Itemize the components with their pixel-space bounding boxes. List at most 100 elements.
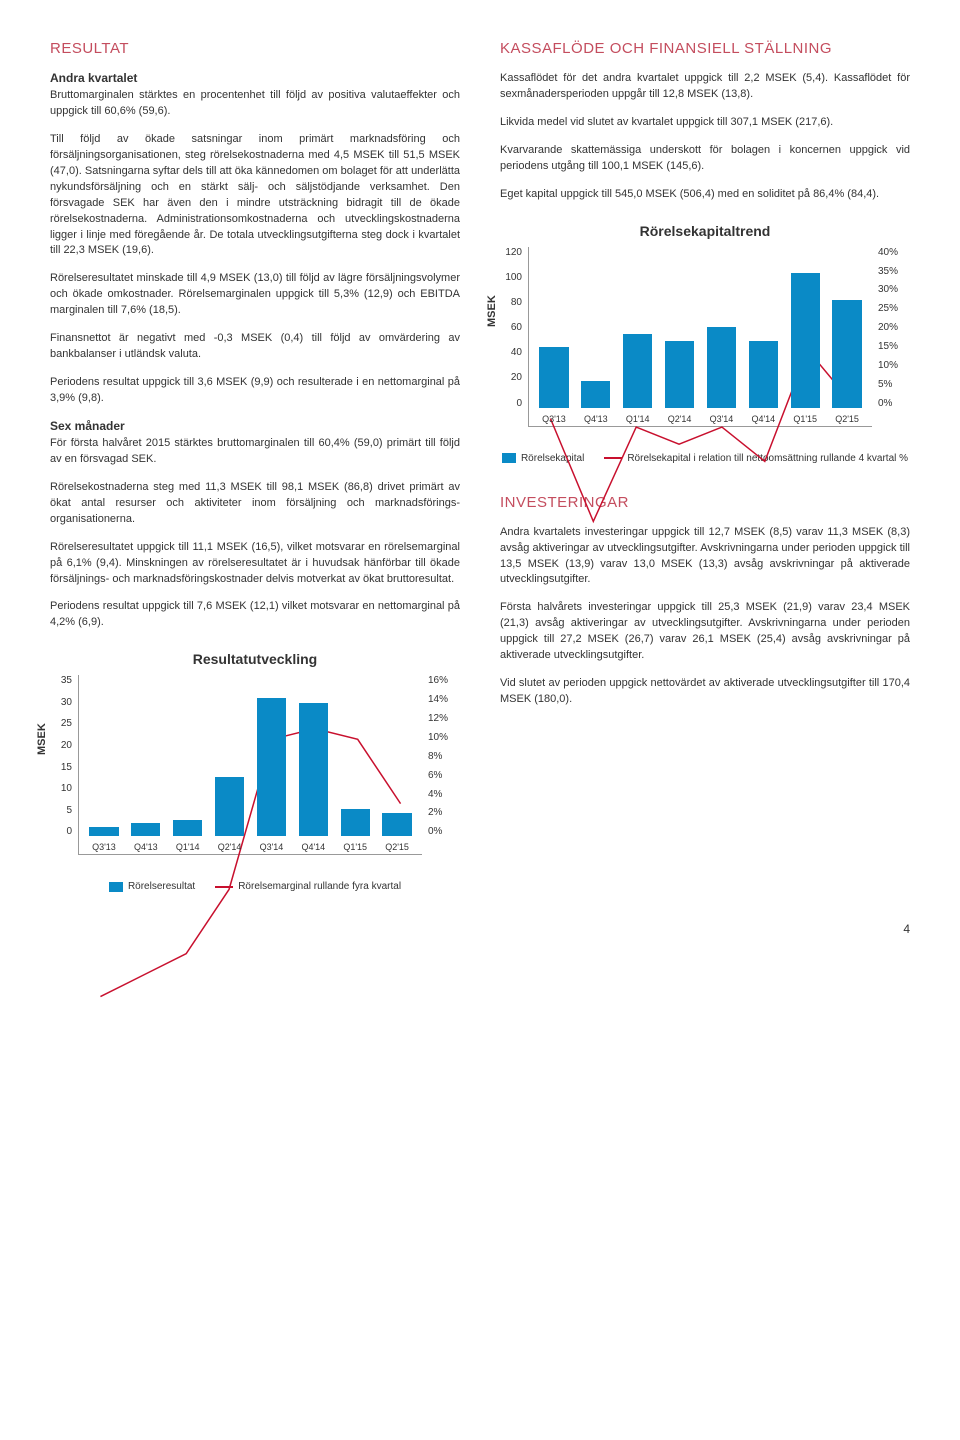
sex-manader-subhead: Sex månader	[50, 419, 460, 433]
para-6: För första halvåret 2015 stärktes brutto…	[50, 436, 460, 468]
para-7: Rörelsekostnaderna steg med 11,3 MSEK ti…	[50, 480, 460, 528]
bar-group: Q3'14	[701, 247, 743, 408]
chart2-y-right: 40%35%30%25%20%15%10%5%0%	[872, 247, 910, 427]
x-label: Q2'15	[385, 842, 409, 852]
line-swatch-icon	[215, 886, 233, 888]
bar	[215, 777, 244, 837]
line-swatch-icon	[604, 457, 622, 459]
chart2-body: MSEK 120100806040200 Q3'13Q4'13Q1'14Q2'1…	[500, 247, 910, 427]
bar-group: Q4'13	[575, 247, 617, 408]
chart2-y-left: 120100806040200	[500, 247, 528, 427]
bar	[257, 698, 286, 836]
x-label: Q2'14	[668, 414, 692, 424]
bar	[131, 823, 160, 837]
x-label: Q1'15	[343, 842, 367, 852]
page-columns: RESULTAT Andra kvartalet Bruttomarginale…	[50, 40, 910, 892]
bar	[539, 347, 568, 407]
bar	[707, 327, 736, 408]
para-r1: Kassaflödet för det andra kvartalet uppg…	[500, 71, 910, 103]
right-column: KASSAFLÖDE OCH FINANSIELL STÄLLNING Kass…	[500, 40, 910, 892]
chart1-legend-line: Rörelsemarginal rullande fyra kvartal	[215, 881, 401, 892]
para-r3: Kvarvarande skattemässiga underskott för…	[500, 143, 910, 175]
bar-group: Q3'13	[533, 247, 575, 408]
bar	[791, 273, 820, 407]
para-4: Finansnettot är negativt med -0,3 MSEK (…	[50, 331, 460, 363]
x-label: Q2'14	[218, 842, 242, 852]
para-9: Periodens resultat uppgick till 7,6 MSEK…	[50, 599, 460, 631]
bar-group: Q1'15	[334, 675, 376, 836]
bar	[581, 381, 610, 408]
left-column: RESULTAT Andra kvartalet Bruttomarginale…	[50, 40, 460, 892]
chart2-legend1-label: Rörelsekapital	[521, 453, 584, 464]
bar-group: Q4'13	[125, 675, 167, 836]
bar-group: Q2'15	[826, 247, 868, 408]
para-5: Periodens resultat uppgick till 3,6 MSEK…	[50, 375, 460, 407]
bar-group: Q2'15	[376, 675, 418, 836]
investeringar-heading: INVESTERINGAR	[500, 494, 910, 511]
chart2-title: Rörelsekapitaltrend	[500, 223, 910, 239]
bar-group: Q4'14	[742, 247, 784, 408]
para-r2: Likvida medel vid slutet av kvartalet up…	[500, 115, 910, 131]
x-label: Q1'14	[626, 414, 650, 424]
chart2-legend: Rörelsekapital Rörelsekapital i relation…	[500, 453, 910, 464]
x-label: Q3'14	[260, 842, 284, 852]
bar	[623, 334, 652, 408]
x-label: Q3'13	[542, 414, 566, 424]
chart1-legend-bar: Rörelseresultat	[109, 881, 195, 892]
resultatutveckling-chart: Resultatutveckling MSEK 35302520151050 Q…	[50, 651, 460, 892]
x-label: Q4'13	[584, 414, 608, 424]
chart2-y-label: MSEK	[486, 295, 498, 327]
chart1-y-label: MSEK	[36, 724, 48, 756]
bar	[341, 809, 370, 837]
para-r6: Första halvårets investeringar uppgick t…	[500, 600, 910, 664]
bar	[382, 813, 411, 836]
resultat-heading: RESULTAT	[50, 40, 460, 57]
chart1-title: Resultatutveckling	[50, 651, 460, 667]
bar-group: Q1'14	[617, 247, 659, 408]
para-3: Rörelseresultatet minskade till 4,9 MSEK…	[50, 271, 460, 319]
bar-group: Q4'14	[292, 675, 334, 836]
bar-group: Q1'15	[784, 247, 826, 408]
bar-group: Q2'14	[209, 675, 251, 836]
bar-swatch-icon	[502, 453, 516, 463]
chart1-y-right: 16%14%12%10%8%6%4%2%0%	[422, 675, 460, 855]
x-label: Q1'14	[176, 842, 200, 852]
bar	[749, 341, 778, 408]
x-label: Q3'13	[92, 842, 116, 852]
x-label: Q2'15	[835, 414, 859, 424]
chart1-body: MSEK 35302520151050 Q3'13Q4'13Q1'14Q2'14…	[50, 675, 460, 855]
para-r4: Eget kapital uppgick till 545,0 MSEK (50…	[500, 187, 910, 203]
x-label: Q4'14	[751, 414, 775, 424]
chart1-plot: Q3'13Q4'13Q1'14Q2'14Q3'14Q4'14Q1'15Q2'15	[78, 675, 422, 855]
kassaflode-heading: KASSAFLÖDE OCH FINANSIELL STÄLLNING	[500, 40, 910, 57]
page-number: 4	[50, 922, 910, 936]
para-2: Till följd av ökade satsningar inom prim…	[50, 132, 460, 260]
bar-group: Q3'14	[251, 675, 293, 836]
chart1-y-left: 35302520151050	[50, 675, 78, 855]
bar	[89, 827, 118, 836]
bar-group: Q1'14	[167, 675, 209, 836]
bar-group: Q2'14	[659, 247, 701, 408]
x-label: Q4'13	[134, 842, 158, 852]
bar	[832, 300, 861, 407]
x-label: Q1'15	[793, 414, 817, 424]
para-8: Rörelseresultatet uppgick till 11,1 MSEK…	[50, 540, 460, 588]
bar-group: Q3'13	[83, 675, 125, 836]
bar-swatch-icon	[109, 882, 123, 892]
chart1-legend1-label: Rörelseresultat	[128, 881, 195, 892]
x-label: Q4'14	[301, 842, 325, 852]
para-1: Bruttomarginalen stärktes en procentenhe…	[50, 88, 460, 120]
para-r5: Andra kvartalets investeringar uppgick t…	[500, 525, 910, 589]
rorelsekapitaltrend-chart: Rörelsekapitaltrend MSEK 120100806040200…	[500, 223, 910, 464]
chart2-legend-bar: Rörelsekapital	[502, 453, 584, 464]
chart2-legend2-label: Rörelsekapital i relation till nettoomsä…	[627, 453, 908, 464]
bar	[665, 341, 694, 408]
chart1-legend: Rörelseresultat Rörelsemarginal rullande…	[50, 881, 460, 892]
para-r7: Vid slutet av perioden uppgick nettovärd…	[500, 676, 910, 708]
chart2-legend-line: Rörelsekapital i relation till nettoomsä…	[604, 453, 908, 464]
x-label: Q3'14	[710, 414, 734, 424]
chart2-plot: Q3'13Q4'13Q1'14Q2'14Q3'14Q4'14Q1'15Q2'15	[528, 247, 872, 427]
andra-kvartalet-subhead: Andra kvartalet	[50, 71, 460, 85]
bar	[173, 820, 202, 836]
chart1-legend2-label: Rörelsemarginal rullande fyra kvartal	[238, 881, 401, 892]
